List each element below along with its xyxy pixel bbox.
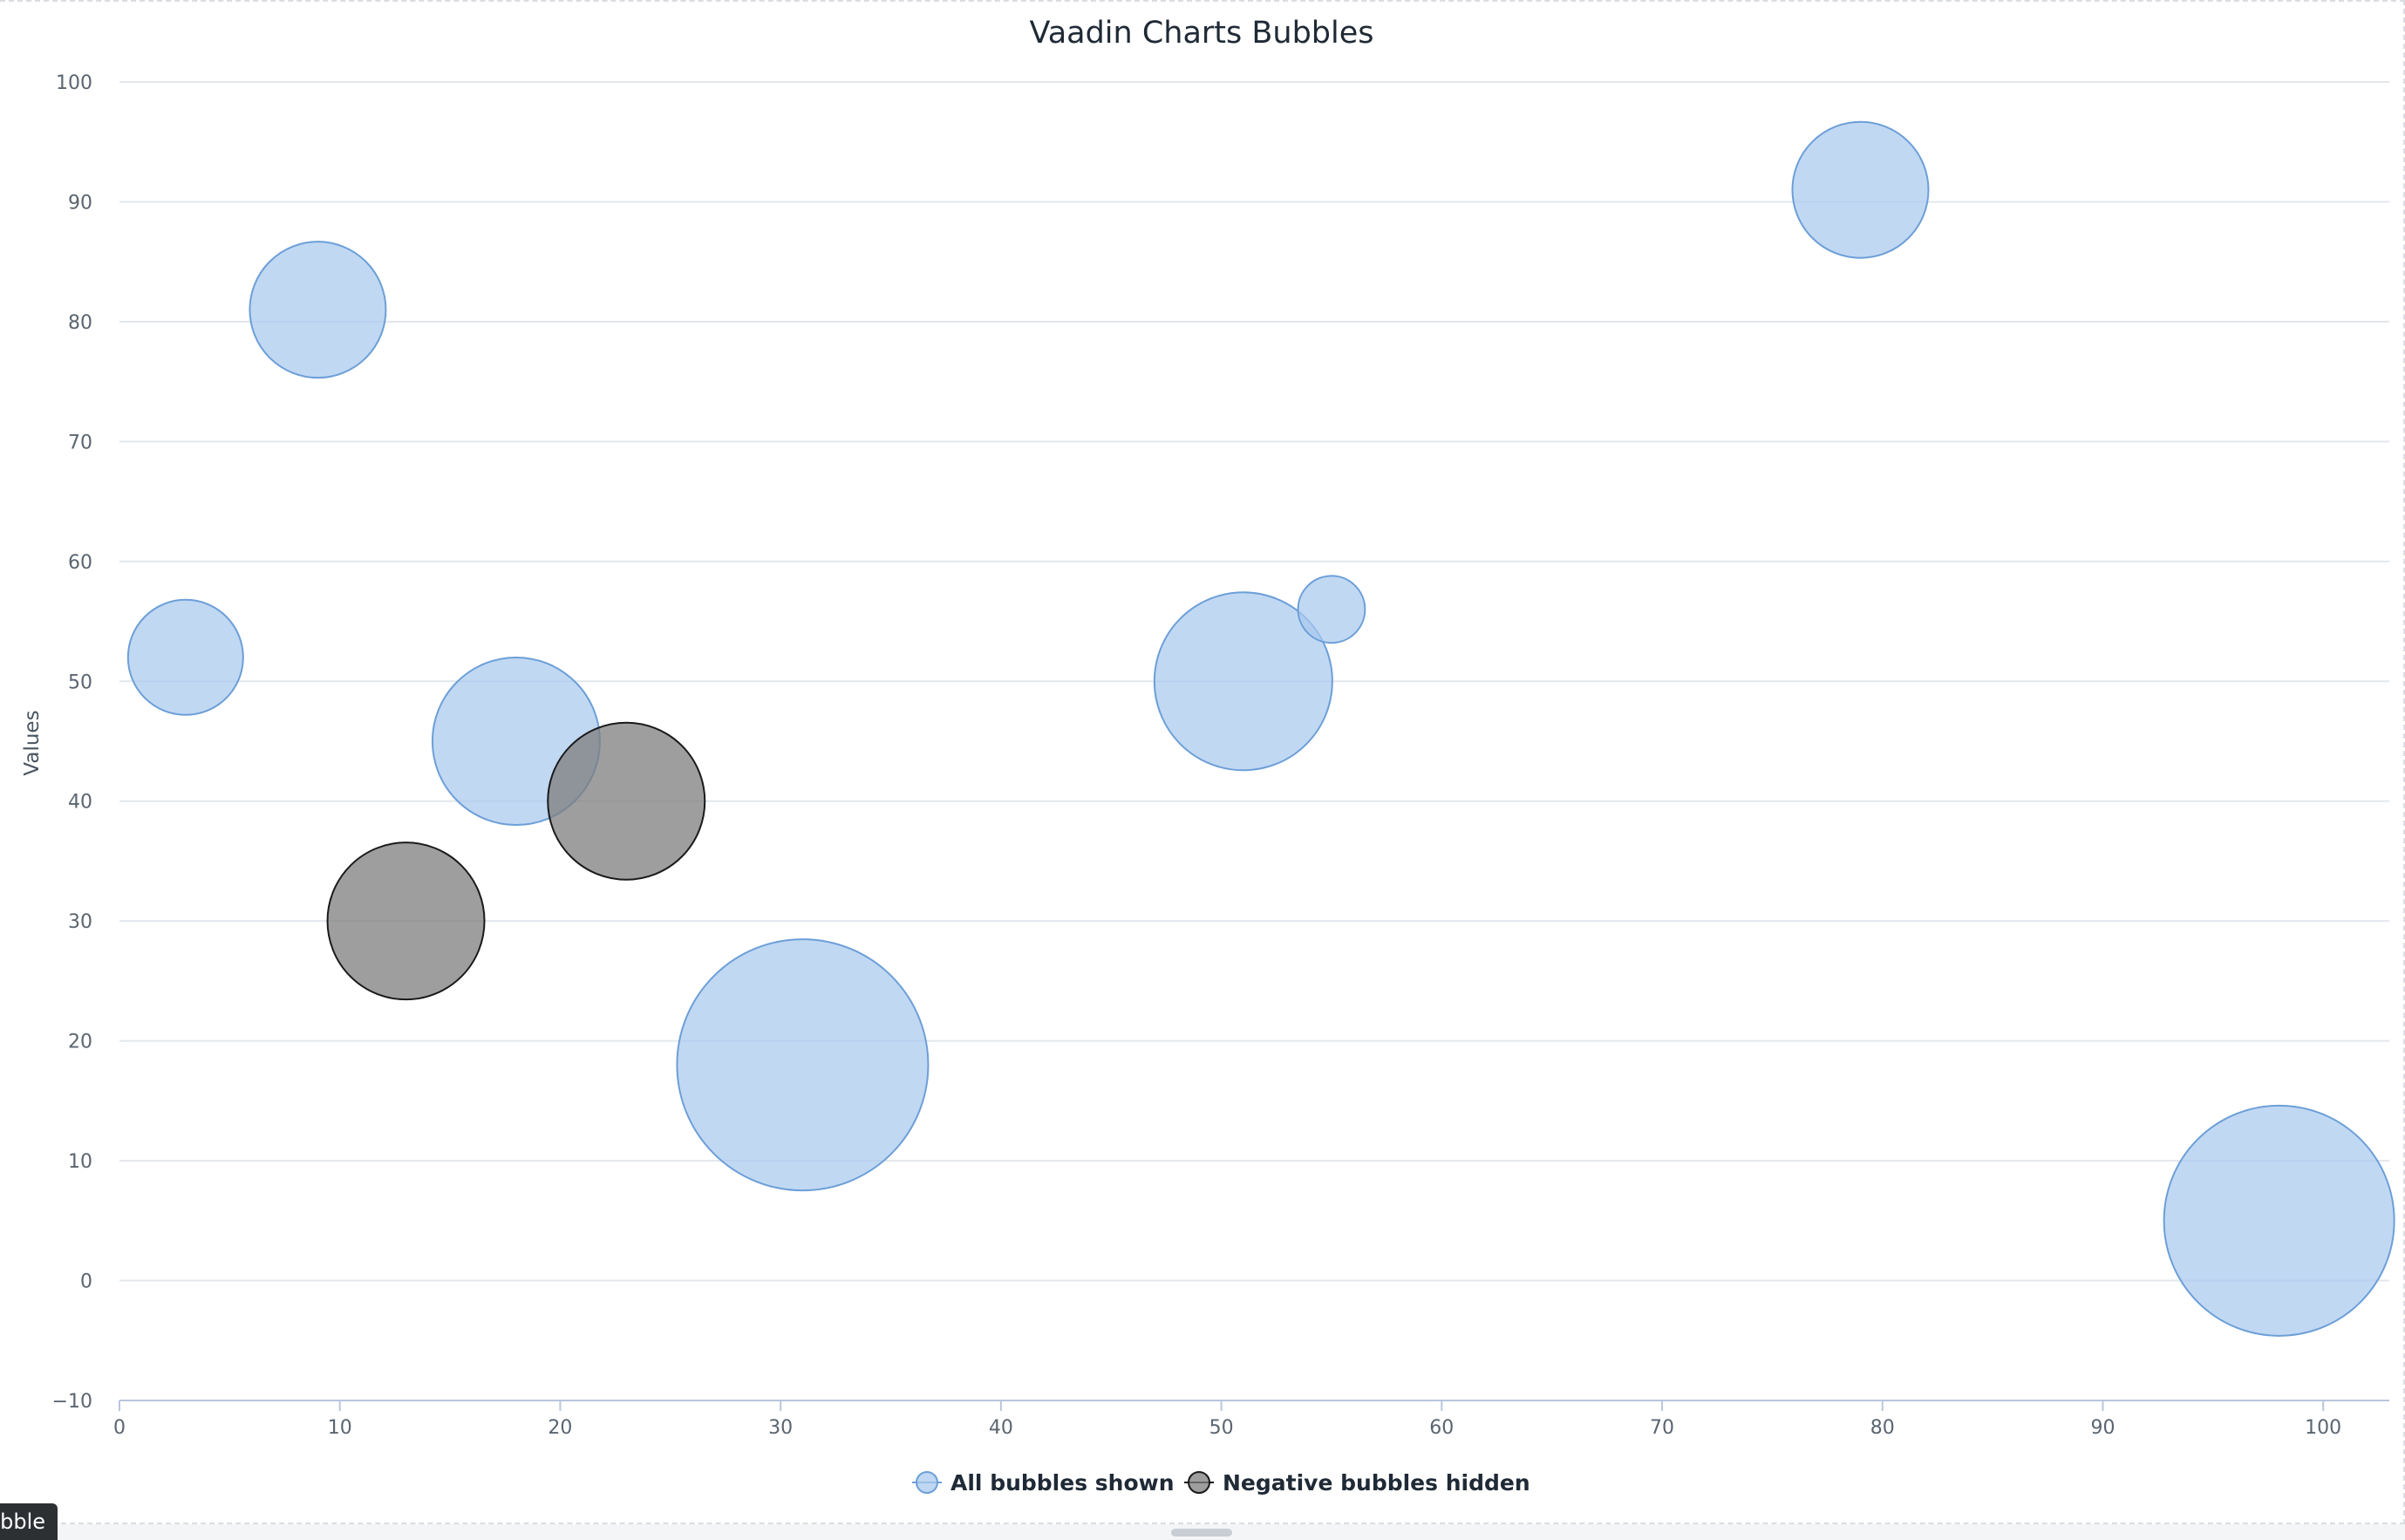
- bubble-point[interactable]: [1297, 575, 1366, 644]
- y-tick-label: 100: [56, 72, 92, 94]
- y-tick-label: 20: [68, 1032, 92, 1053]
- series-1[interactable]: [126, 120, 2395, 1337]
- tooltip-chip: bble: [0, 1503, 58, 1540]
- y-tick-label: 50: [68, 671, 92, 693]
- y-tick-label: 0: [80, 1271, 92, 1293]
- y-tick-label: 70: [68, 432, 92, 453]
- legend-item-1[interactable]: All bubbles shown: [912, 1470, 1175, 1496]
- y-tick-label: −10: [52, 1391, 92, 1413]
- x-tick-label: 40: [989, 1417, 1013, 1439]
- series-2[interactable]: [326, 721, 706, 1001]
- bubbles[interactable]: [126, 120, 2395, 1337]
- bubble-point[interactable]: [676, 938, 930, 1192]
- x-tick-label: 30: [768, 1417, 793, 1439]
- legend-marker: [1188, 1471, 1210, 1494]
- x-tick-label: 60: [1429, 1417, 1454, 1439]
- y-tick-label: 40: [68, 792, 92, 814]
- y-tick-label: 10: [68, 1151, 92, 1173]
- chart-title: Vaadin Charts Bubbles: [1029, 16, 1373, 51]
- y-tick-label: 90: [68, 192, 92, 214]
- x-tick-label: 50: [1209, 1417, 1234, 1439]
- y-tick-label: 80: [68, 312, 92, 334]
- bubble-point[interactable]: [2163, 1104, 2395, 1337]
- bubble-point[interactable]: [326, 842, 486, 1001]
- legend-label: Negative bubbles hidden: [1223, 1470, 1530, 1496]
- legend[interactable]: All bubbles shown Negative bubbles hidden: [912, 1470, 1530, 1496]
- bubble-point[interactable]: [126, 598, 244, 716]
- legend-item-2[interactable]: Negative bubbles hidden: [1184, 1470, 1530, 1496]
- resize-handle[interactable]: [1171, 1529, 1232, 1537]
- y-axis-tick-labels: −10 0 10 20 30 40 50 60 70 80 90 100: [52, 72, 92, 1413]
- bubble-point[interactable]: [249, 241, 387, 379]
- x-tick-label: 10: [328, 1417, 352, 1439]
- legend-marker: [916, 1471, 938, 1494]
- x-tick-label: 80: [1870, 1417, 1895, 1439]
- x-tick-label: 70: [1650, 1417, 1674, 1439]
- x-tick-label: 90: [2090, 1417, 2115, 1439]
- y-tick-label: 30: [68, 911, 92, 933]
- y-axis-title: Values: [21, 710, 44, 775]
- bubble-point[interactable]: [547, 721, 706, 881]
- x-tick-label: 100: [2305, 1417, 2341, 1439]
- y-tick-label: 60: [68, 552, 92, 574]
- x-tick-label: 20: [548, 1417, 572, 1439]
- bubble-point[interactable]: [1153, 591, 1333, 772]
- legend-label: All bubbles shown: [950, 1470, 1175, 1496]
- x-axis: 0 10 20 30 40 50 60 70 80 90 100: [113, 1400, 2389, 1439]
- x-tick-label: 0: [113, 1417, 126, 1439]
- bubble-point[interactable]: [1791, 120, 1930, 259]
